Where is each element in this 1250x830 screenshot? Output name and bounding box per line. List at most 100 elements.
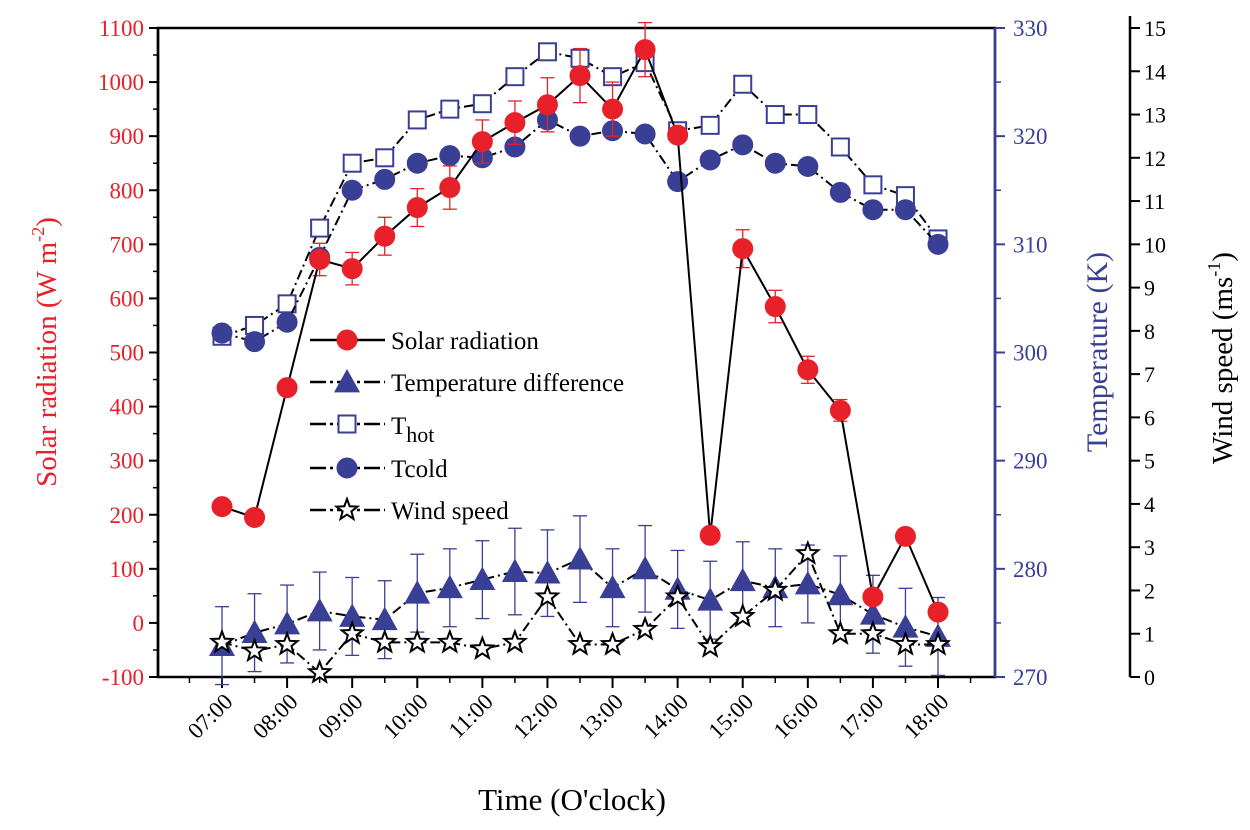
data-point xyxy=(729,567,756,592)
x-tick-label: 15:00 xyxy=(704,689,759,744)
data-point xyxy=(567,546,593,570)
data-point xyxy=(436,628,464,654)
data-point xyxy=(342,153,362,173)
legend-label-sub: hot xyxy=(406,422,434,447)
data-point xyxy=(276,377,298,399)
legend-label: Temperature difference xyxy=(391,370,624,397)
solar-tick-label: 800 xyxy=(110,178,145,203)
data-point xyxy=(273,630,301,656)
x-tick-label: 16:00 xyxy=(769,689,824,744)
x-tick-label: 11:00 xyxy=(444,689,498,743)
data-point xyxy=(696,632,724,658)
data-point xyxy=(534,583,561,609)
wind-tick-label: 4 xyxy=(1144,492,1155,517)
data-point xyxy=(697,587,724,611)
data-point xyxy=(699,524,721,546)
solar-tick-label: 900 xyxy=(110,124,145,149)
data-point xyxy=(338,619,366,645)
wind-tick-label: 8 xyxy=(1144,319,1155,344)
temperature-tick-label: 320 xyxy=(1013,124,1048,149)
solar-axis-label-sup: -2 xyxy=(28,227,48,242)
wind-tick-label: 12 xyxy=(1144,146,1166,171)
data-point xyxy=(892,614,919,638)
data-point xyxy=(699,149,721,171)
data-point xyxy=(863,175,883,195)
solar-axis-label-main: Solar radiation (W m xyxy=(31,241,63,487)
series-line xyxy=(221,118,939,343)
x-axis-label: Time (O'clock) xyxy=(478,782,666,817)
data-point xyxy=(927,233,949,255)
data-point xyxy=(339,603,366,627)
solar-tick-label: 100 xyxy=(110,557,145,582)
data-point xyxy=(469,635,496,661)
data-point xyxy=(406,152,428,174)
data-point xyxy=(241,637,268,663)
solar-tick-label: 600 xyxy=(110,286,145,311)
data-point xyxy=(798,105,818,125)
data-point xyxy=(602,98,624,120)
x-tick-label: 13:00 xyxy=(573,689,628,744)
data-point xyxy=(211,496,233,518)
data-point xyxy=(472,94,492,114)
data-point xyxy=(406,197,428,219)
wind-tick-label: 7 xyxy=(1144,362,1155,387)
wind-tick-label: 10 xyxy=(1144,232,1166,257)
legend-label: Thot xyxy=(391,413,434,447)
data-point xyxy=(765,105,785,125)
temperature-tick-label: 310 xyxy=(1013,232,1048,257)
legend-marker xyxy=(336,457,358,479)
data-point xyxy=(733,74,753,94)
wind-tick-label: 14 xyxy=(1144,59,1166,84)
data-point xyxy=(471,131,493,153)
data-point xyxy=(732,134,754,156)
data-point xyxy=(794,570,821,595)
data-point xyxy=(664,583,691,609)
data-point xyxy=(404,580,431,604)
legend-marker xyxy=(336,329,358,351)
data-point xyxy=(241,619,268,644)
wind-axis-label-sup: -1 xyxy=(1204,262,1224,277)
data-point xyxy=(794,539,822,565)
data-point xyxy=(274,610,301,635)
wind-tick-label: 13 xyxy=(1144,103,1166,128)
data-point xyxy=(501,628,529,654)
data-point xyxy=(762,576,789,602)
solar-tick-label: 500 xyxy=(110,341,145,366)
legend-label: Tcold xyxy=(391,456,448,483)
legend-label: Solar radiation xyxy=(391,328,539,355)
data-point xyxy=(667,124,689,146)
wind-tick-label: 2 xyxy=(1144,578,1155,603)
wind-tick-label: 6 xyxy=(1144,405,1155,430)
data-point xyxy=(309,248,331,270)
data-point xyxy=(859,619,887,645)
data-point xyxy=(566,630,594,656)
legend-label-main: T xyxy=(391,413,406,440)
data-point xyxy=(310,218,330,238)
temperature-tick-label: 300 xyxy=(1013,341,1048,366)
solar-tick-label: 1100 xyxy=(99,16,144,41)
data-point xyxy=(501,558,528,582)
data-point xyxy=(407,110,427,130)
legend-marker xyxy=(334,369,360,393)
data-point xyxy=(208,628,236,654)
series-wind-speed xyxy=(208,539,952,684)
data-point xyxy=(830,137,850,157)
wind-axis-label-main: Wind speed (ms xyxy=(1207,277,1239,464)
data-point xyxy=(569,65,591,87)
series-line xyxy=(221,551,938,675)
legend-label: Wind speed xyxy=(391,498,509,525)
data-point xyxy=(827,581,854,606)
data-point xyxy=(537,42,557,62)
data-point xyxy=(244,506,266,528)
data-point xyxy=(729,602,756,628)
data-point xyxy=(797,359,819,381)
series-solar-radiation xyxy=(211,21,949,623)
wind-tick-label: 3 xyxy=(1144,535,1155,560)
data-point xyxy=(599,630,626,656)
solar-tick-label: 1000 xyxy=(98,70,144,95)
data-point xyxy=(634,39,656,61)
data-point xyxy=(404,628,431,654)
data-point xyxy=(862,199,884,221)
data-point xyxy=(732,238,754,260)
data-point xyxy=(859,601,886,625)
